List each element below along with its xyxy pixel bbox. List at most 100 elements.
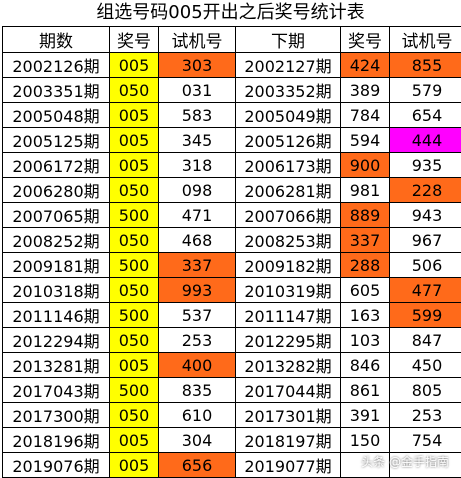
cell-winning-number: 050 xyxy=(110,328,159,353)
cell-period: 2013281期 xyxy=(3,353,110,378)
cell-next-test-number: 444 xyxy=(390,128,461,153)
cell-period: 2012294期 xyxy=(3,328,110,353)
cell-next-test-number: 253 xyxy=(390,403,461,428)
cell-period: 2005048期 xyxy=(3,103,110,128)
cell-next-period: 2011147期 xyxy=(236,303,341,328)
cell-period: 2011146期 xyxy=(3,303,110,328)
cell-period: 2017043期 xyxy=(3,378,110,403)
cell-winning-number: 500 xyxy=(110,303,159,328)
cell-winning-number: 005 xyxy=(110,453,159,478)
cell-next-test-number: 654 xyxy=(390,103,461,128)
cell-period: 2007065期 xyxy=(3,203,110,228)
cell-next-period: 2006281期 xyxy=(236,178,341,203)
cell-next-winning-number: 605 xyxy=(341,278,390,303)
cell-next-winning-number: 889 xyxy=(341,203,390,228)
cell-next-test-number: 228 xyxy=(390,178,461,203)
cell-test-number: 031 xyxy=(159,78,236,103)
cell-next-winning-number: 424 xyxy=(341,53,390,78)
cell-next-winning-number: 594 xyxy=(341,128,390,153)
cell-next-period: 2010319期 xyxy=(236,278,341,303)
cell-next-winning-number: 163 xyxy=(341,303,390,328)
cell-period: 2002126期 xyxy=(3,53,110,78)
cell-winning-number: 500 xyxy=(110,253,159,278)
cell-next-winning-number: 288 xyxy=(341,253,390,278)
cell-period: 2018196期 xyxy=(3,428,110,453)
cell-period: 2003351期 xyxy=(3,78,110,103)
cell-test-number: 656 xyxy=(159,453,236,478)
cell-winning-number: 050 xyxy=(110,403,159,428)
cell-next-winning-number: 981 xyxy=(341,178,390,203)
cell-test-number: 253 xyxy=(159,328,236,353)
cell-test-number: 303 xyxy=(159,53,236,78)
cell-next-period: 2007066期 xyxy=(236,203,341,228)
cell-next-period: 2018197期 xyxy=(236,428,341,453)
cell-next-period: 2003352期 xyxy=(236,78,341,103)
cell-test-number: 468 xyxy=(159,228,236,253)
cell-winning-number: 050 xyxy=(110,78,159,103)
cell-winning-number: 050 xyxy=(110,228,159,253)
cell-next-period: 2006173期 xyxy=(236,153,341,178)
header-next-winning-number: 奖号 xyxy=(341,27,390,53)
cell-test-number: 337 xyxy=(159,253,236,278)
cell-next-test-number: 506 xyxy=(390,253,461,278)
cell-next-period: 2005126期 xyxy=(236,128,341,153)
cell-next-test-number: 599 xyxy=(390,303,461,328)
cell-winning-number: 005 xyxy=(110,53,159,78)
cell-next-winning-number: 337 xyxy=(341,228,390,253)
cell-next-test-number: 967 xyxy=(390,228,461,253)
cell-next-winning-number: 103 xyxy=(341,328,390,353)
cell-winning-number: 005 xyxy=(110,128,159,153)
cell-test-number: 304 xyxy=(159,428,236,453)
cell-test-number: 583 xyxy=(159,103,236,128)
cell-period: 2009181期 xyxy=(3,253,110,278)
cell-test-number: 400 xyxy=(159,353,236,378)
cell-test-number: 471 xyxy=(159,203,236,228)
cell-test-number: 993 xyxy=(159,278,236,303)
cell-next-period: 2019077期 xyxy=(236,453,341,478)
cell-test-number: 610 xyxy=(159,403,236,428)
cell-winning-number: 500 xyxy=(110,203,159,228)
table-header-row: 期数 奖号 试机号 下期 奖号 试机号 xyxy=(3,27,461,53)
header-next-test-number: 试机号 xyxy=(390,27,461,53)
cell-next-test-number: 847 xyxy=(390,328,461,353)
cell-winning-number: 500 xyxy=(110,378,159,403)
header-winning-number: 奖号 xyxy=(110,27,159,53)
cell-next-test-number: 805 xyxy=(390,378,461,403)
cell-period: 2005125期 xyxy=(3,128,110,153)
cell-next-winning-number: 846 xyxy=(341,353,390,378)
cell-winning-number: 005 xyxy=(110,103,159,128)
cell-next-test-number: 477 xyxy=(390,278,461,303)
cell-next-period: 2012295期 xyxy=(236,328,341,353)
cell-winning-number: 005 xyxy=(110,428,159,453)
cell-test-number: 835 xyxy=(159,378,236,403)
table-title: 组选号码005开出之后奖号统计表 xyxy=(0,0,461,26)
cell-next-test-number: 855 xyxy=(390,53,461,78)
cell-period: 2006172期 xyxy=(3,153,110,178)
cell-period: 2008252期 xyxy=(3,228,110,253)
cell-next-period: 2005049期 xyxy=(236,103,341,128)
cell-next-test-number: 754 xyxy=(390,428,461,453)
header-test-number: 试机号 xyxy=(159,27,236,53)
cell-next-period: 2002127期 xyxy=(236,53,341,78)
cell-next-winning-number: 861 xyxy=(341,378,390,403)
cell-next-test-number: 943 xyxy=(390,203,461,228)
cell-next-test-number: 579 xyxy=(390,78,461,103)
cell-period: 2017300期 xyxy=(3,403,110,428)
cell-period: 2019076期 xyxy=(3,453,110,478)
cell-next-period: 2008253期 xyxy=(236,228,341,253)
watermark: 头条 @金手指南 xyxy=(361,453,449,470)
